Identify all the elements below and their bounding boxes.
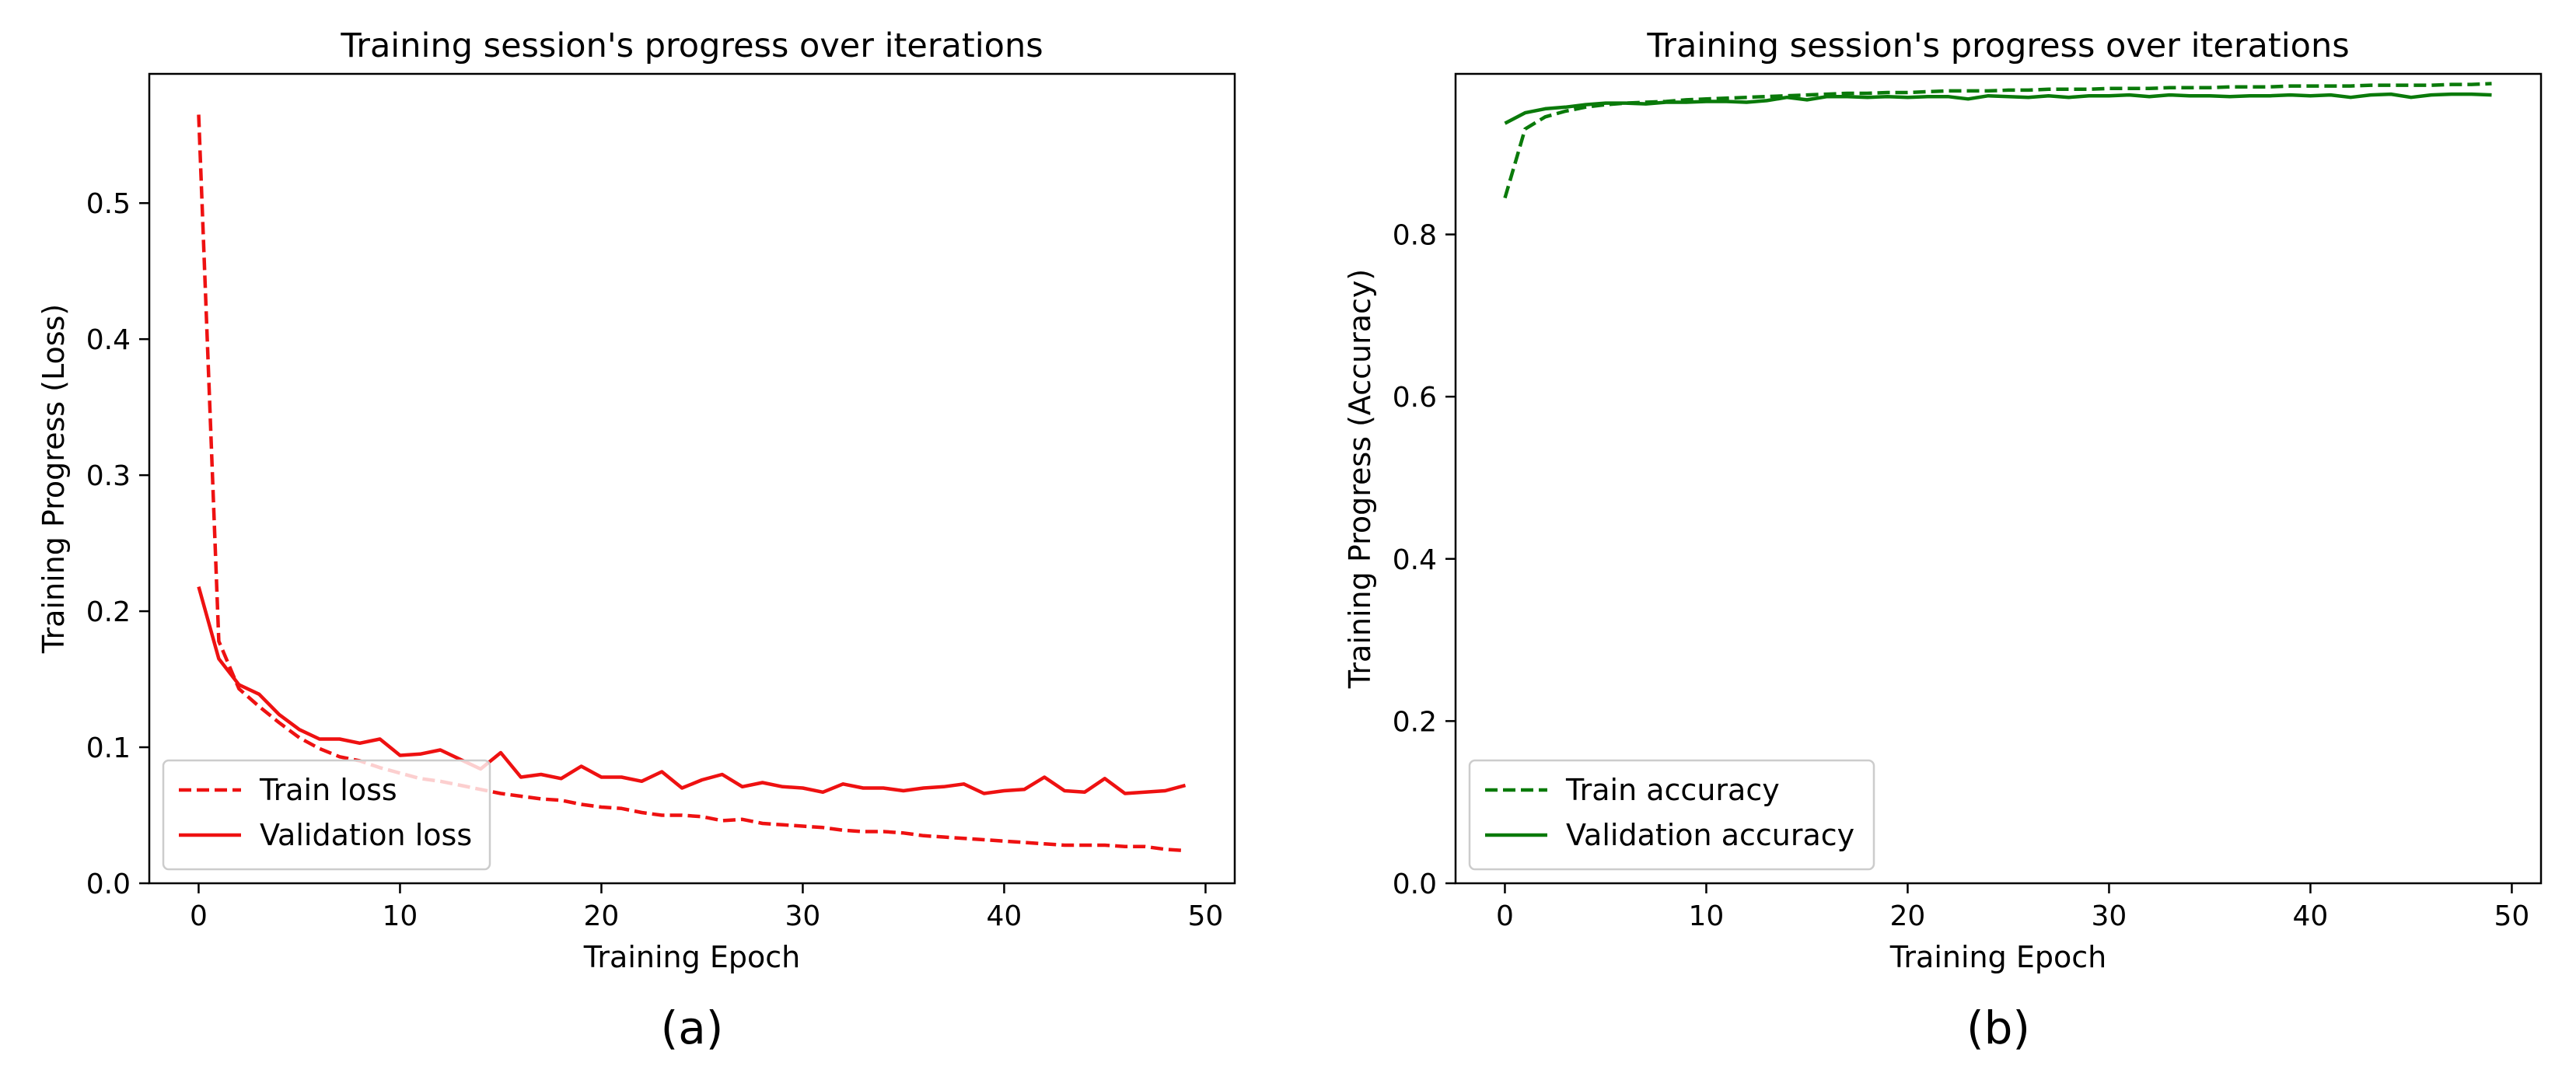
- legend-entry: Train accuracy: [1565, 773, 1780, 807]
- x-axis-label: Training Epoch: [1889, 940, 2106, 974]
- y-tick-label: 0.1: [86, 732, 131, 764]
- panel-caption: (a): [661, 1001, 724, 1054]
- y-tick-label: 0.8: [1393, 220, 1437, 252]
- panel-caption: (b): [1966, 1001, 2030, 1054]
- axes-frame: [148, 72, 1236, 885]
- axes-frame: [1454, 72, 2543, 885]
- y-tick-label: 0.0: [86, 869, 131, 900]
- chart-title: Training session's progress over iterati…: [1646, 26, 2349, 65]
- legend-entry: Validation loss: [260, 818, 472, 852]
- x-tick-label: 20: [584, 900, 620, 932]
- legend-entry: Train loss: [259, 773, 397, 807]
- x-tick-label: 40: [2293, 900, 2329, 932]
- y-axis-label: Training Progress (Loss): [37, 304, 71, 654]
- legend-entry: Validation accuracy: [1566, 818, 1854, 852]
- y-tick-label: 0.4: [86, 324, 131, 356]
- y-tick-label: 0.3: [86, 460, 131, 492]
- y-tick-label: 0.0: [1393, 869, 1437, 900]
- x-tick-label: 50: [2494, 900, 2530, 932]
- y-axis-label: Training Progress (Accuracy): [1343, 269, 1377, 689]
- y-tick-label: 0.2: [86, 596, 131, 628]
- x-tick-label: 0: [190, 900, 208, 932]
- x-tick-label: 20: [1890, 900, 1926, 932]
- series-line-validation-accuracy: [1504, 92, 2492, 125]
- legend-box: [162, 759, 491, 871]
- x-tick-label: 40: [987, 900, 1022, 932]
- legend-box: [1468, 759, 1875, 871]
- x-axis-label: Training Epoch: [583, 940, 800, 974]
- legend: Train loss Validation loss: [162, 759, 491, 871]
- legend: Train accuracy Validation accuracy: [1468, 759, 1875, 871]
- series-line-validation-loss: [197, 585, 1187, 795]
- x-tick-label: 30: [785, 900, 821, 932]
- x-tick-label: 10: [1689, 900, 1725, 932]
- y-tick-label: 0.4: [1393, 544, 1437, 576]
- chart-title: Training session's progress over iterati…: [340, 26, 1043, 65]
- x-tick-label: 50: [1188, 900, 1224, 932]
- y-tick-label: 0.2: [1393, 706, 1437, 738]
- series-line-train-accuracy: [1503, 82, 2492, 199]
- chart-panel-a: Training session's progress over iterati…: [37, 26, 1236, 1054]
- y-tick-label: 0.5: [86, 188, 131, 220]
- y-tick-label: 0.6: [1393, 382, 1437, 414]
- x-tick-label: 0: [1496, 900, 1514, 932]
- x-tick-label: 10: [383, 900, 418, 932]
- chart-panel-b: Training session's progress over iterati…: [1343, 26, 2543, 1054]
- x-tick-label: 30: [2092, 900, 2127, 932]
